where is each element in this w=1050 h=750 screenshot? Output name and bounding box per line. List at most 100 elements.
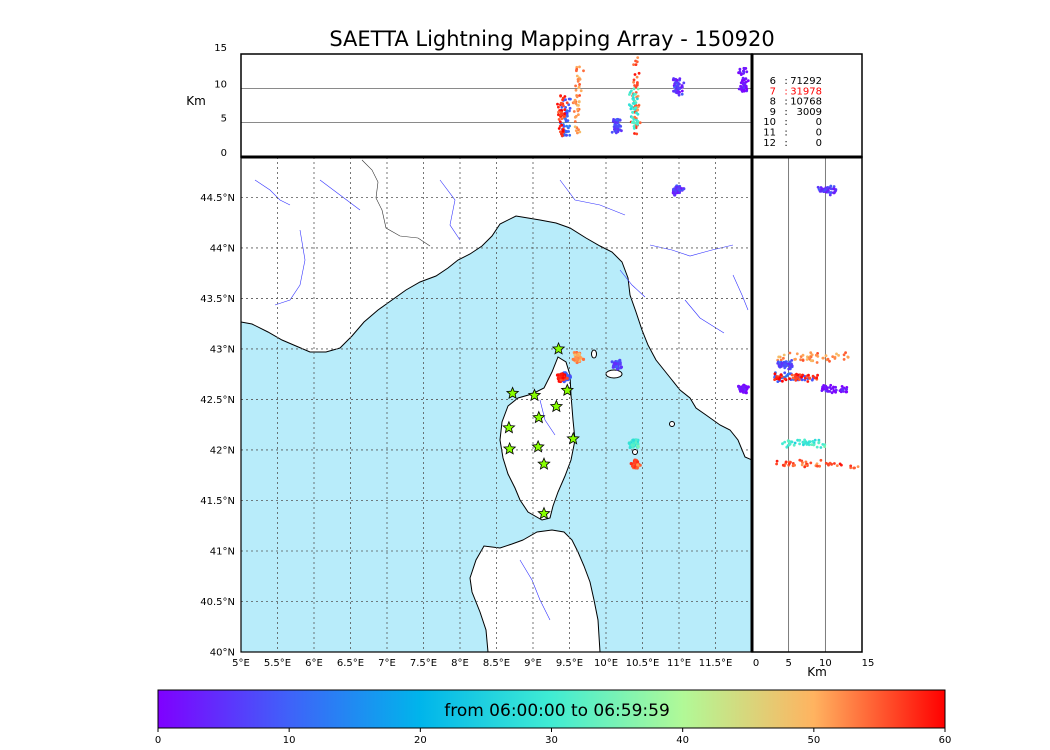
lightning-source-alt-lat xyxy=(787,362,791,366)
lightning-source-lon-alt xyxy=(636,56,640,59)
lightning-source-alt-lat xyxy=(830,187,834,191)
lightning-source-lon-alt xyxy=(560,112,564,116)
lightning-source-lon-alt xyxy=(557,127,561,130)
lightning-source-map xyxy=(574,356,578,360)
lightning-source-lon-alt xyxy=(565,124,568,128)
colorbar-tick-label: 60 xyxy=(939,735,952,746)
altitude-lat-panel: 0 5 10 15 Km xyxy=(751,156,874,679)
lightning-source-map xyxy=(632,440,636,444)
lightning-source-alt-lat xyxy=(800,378,804,382)
lightning-source-lon-alt xyxy=(636,81,639,84)
chart-title: SAETTA Lightning Mapping Array - 150920 xyxy=(329,27,774,51)
lightning-source-lon-alt xyxy=(564,98,567,102)
lightning-source-lon-alt xyxy=(675,78,679,82)
lightning-source-lon-alt xyxy=(557,110,560,114)
lightning-source-alt-lat xyxy=(795,352,799,356)
station-star-icon xyxy=(537,457,551,470)
lightning-source-alt-lat xyxy=(824,354,828,358)
lightning-source-lon-alt xyxy=(557,113,560,117)
elba-island xyxy=(605,369,623,379)
lightning-source-lon-alt xyxy=(635,83,639,87)
lightning-source-lon-alt xyxy=(577,128,580,132)
lightning-source-lon-alt xyxy=(635,111,638,115)
lightning-source-map xyxy=(612,364,616,368)
lightning-source-alt-lat xyxy=(802,443,805,447)
lightning-points-map xyxy=(555,184,750,470)
right-altitude-tick: 0 xyxy=(753,658,759,669)
lightning-source-alt-lat xyxy=(801,373,804,377)
lightning-source-map xyxy=(633,458,637,462)
lightning-source-lon-alt xyxy=(567,103,571,107)
lightning-source-lon-alt xyxy=(627,103,631,107)
lightning-source-lon-alt xyxy=(746,79,750,83)
lightning-source-lon-alt xyxy=(558,124,562,128)
lightning-source-alt-lat xyxy=(781,379,784,383)
lightning-source-map xyxy=(740,387,744,391)
lightning-source-alt-lat xyxy=(799,358,802,362)
lightning-source-alt-lat xyxy=(835,352,838,356)
lightning-source-alt-lat xyxy=(821,187,825,191)
lightning-source-lon-alt xyxy=(566,114,569,118)
lightning-source-alt-lat xyxy=(837,354,840,357)
altitude-tick-labels-top: 0 5 10 15 xyxy=(214,43,227,159)
lightning-source-alt-lat xyxy=(819,458,823,462)
lightning-source-lon-alt xyxy=(739,81,743,85)
lightning-source-lon-alt xyxy=(572,110,576,113)
lightning-source-lon-alt xyxy=(636,120,640,123)
station-star-icon xyxy=(551,341,566,355)
lightning-source-alt-lat xyxy=(811,374,815,378)
lightning-source-lon-alt xyxy=(741,78,744,82)
lightning-source-lon-alt xyxy=(560,132,563,136)
lightning-source-lon-alt xyxy=(632,107,635,111)
station-count-n: 7 xyxy=(770,86,776,97)
lightning-source-lon-alt xyxy=(578,65,581,69)
station-star-icon xyxy=(502,441,517,455)
lightning-source-alt-lat xyxy=(803,465,807,469)
lightning-source-lon-alt xyxy=(676,86,680,89)
lightning-source-map xyxy=(676,187,680,191)
lightning-source-lon-alt xyxy=(579,89,583,93)
lightning-source-alt-lat xyxy=(821,356,825,360)
lightning-source-alt-lat xyxy=(775,462,778,466)
lightning-source-lon-alt xyxy=(677,93,681,97)
lightning-source-lon-alt xyxy=(632,101,636,105)
lightning-source-alt-lat xyxy=(816,464,819,468)
lightning-source-lon-alt xyxy=(568,109,571,113)
station-count-value: 0 xyxy=(816,138,822,149)
lightning-source-lon-alt xyxy=(636,123,639,126)
lightning-source-lon-alt xyxy=(565,109,569,113)
lightning-source-alt-lat xyxy=(792,443,796,447)
lat-tick-label: 44°N xyxy=(210,243,235,254)
lightning-source-lon-alt xyxy=(578,77,582,81)
right-panel-frame xyxy=(751,156,863,653)
lightning-source-alt-lat xyxy=(816,185,820,189)
top-altitude-tick: 5 xyxy=(221,114,227,125)
lon-tick-label: 9°E xyxy=(524,658,542,669)
lon-tick-label: 11.5°E xyxy=(699,658,733,669)
lightning-source-lon-alt xyxy=(636,108,640,112)
lat-tick-label: 42°N xyxy=(210,445,235,456)
lightning-source-lon-alt xyxy=(671,78,675,82)
colorbar-tick-label: 20 xyxy=(414,735,427,746)
station-count-value: 10768 xyxy=(790,97,822,108)
lightning-source-lon-alt xyxy=(678,77,682,80)
lightning-source-lon-alt xyxy=(568,106,572,110)
lon-tick-label: 8.5°E xyxy=(483,658,510,669)
lightning-source-lon-alt xyxy=(674,88,677,92)
lightning-source-alt-lat xyxy=(811,440,815,443)
lightning-source-alt-lat xyxy=(828,193,832,197)
lat-tick-label: 42.5°N xyxy=(200,395,235,406)
lightning-source-alt-lat xyxy=(824,187,828,191)
lightning-source-alt-lat xyxy=(826,390,830,393)
lightning-source-lon-alt xyxy=(578,94,581,97)
lightning-source-alt-lat xyxy=(818,464,821,468)
count-panel-frame xyxy=(751,53,863,158)
lightning-source-alt-lat xyxy=(790,440,794,444)
lightning-source-alt-lat xyxy=(788,377,791,380)
lightning-source-lon-alt xyxy=(559,94,562,97)
lightning-source-lon-alt xyxy=(563,112,566,115)
lightning-source-alt-lat xyxy=(814,353,818,357)
lightning-source-lon-alt xyxy=(637,71,641,75)
lightning-source-alt-lat xyxy=(783,377,787,381)
